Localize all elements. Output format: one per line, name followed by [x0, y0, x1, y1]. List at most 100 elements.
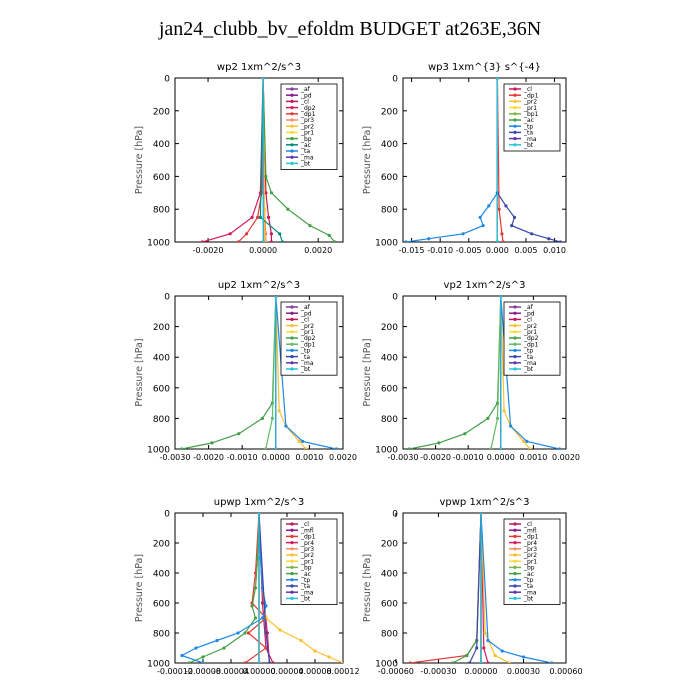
series-group	[408, 513, 554, 663]
legend-label: _cl	[523, 86, 532, 93]
legend-marker	[290, 584, 294, 588]
figure-title: jan24_clubb_bv_efoldm BUDGET at263E,36N	[158, 18, 542, 40]
legend-label: _pr3	[300, 117, 314, 124]
legend-marker	[513, 106, 517, 110]
legend-label: _dp1	[523, 341, 539, 348]
data-point	[327, 655, 331, 659]
legend-marker	[513, 330, 517, 334]
legend-label: _ma	[300, 589, 314, 596]
legend-marker	[513, 553, 517, 557]
data-point	[500, 232, 504, 236]
legend-marker	[513, 130, 517, 134]
data-point	[465, 653, 469, 658]
y-tick-label: 1000	[147, 239, 170, 249]
legend-label: _bt	[300, 366, 311, 373]
data-point	[264, 447, 268, 449]
x-tick-label: 0.0000	[487, 453, 515, 462]
x-tick-label: -0.00060	[378, 667, 414, 676]
data-point	[487, 204, 491, 208]
legend-marker	[513, 565, 517, 570]
legend-label: _pr1	[300, 130, 314, 137]
legend-label: _mfl	[300, 527, 314, 534]
data-point	[501, 240, 505, 242]
legend-marker	[513, 578, 517, 582]
data-point	[264, 646, 268, 650]
data-point	[500, 649, 504, 653]
legend-marker	[290, 596, 294, 601]
data-point	[486, 661, 490, 663]
data-point	[260, 416, 264, 420]
x-tick-label: 0.0000	[249, 246, 277, 255]
y-tick-label: 200	[153, 323, 170, 333]
legend-label: _dp2	[523, 335, 539, 342]
legend-label: _pr1	[300, 329, 314, 336]
legend-marker	[290, 155, 294, 159]
y-tick-label: 0	[392, 510, 398, 520]
data-point	[482, 646, 486, 650]
legend-label: _ac	[300, 142, 311, 149]
legend-marker	[513, 324, 517, 328]
legend-label: _cl	[300, 521, 309, 528]
legend-marker	[513, 336, 517, 340]
legend-marker	[513, 305, 517, 309]
y-tick-label: 0	[392, 293, 398, 303]
x-tick-label: -0.0030	[160, 453, 191, 462]
legend-label: _pr1	[300, 558, 314, 565]
legend-label: _dp1	[523, 534, 539, 541]
panel-title: up2 1xm^2/s^3	[218, 280, 300, 291]
data-point	[277, 409, 281, 413]
legend-marker	[290, 305, 294, 309]
legend-marker	[290, 130, 294, 134]
legend-label: _bp	[300, 565, 312, 572]
data-point	[408, 661, 412, 663]
legend-marker	[290, 311, 294, 315]
data-point	[341, 661, 343, 663]
data-point	[499, 447, 503, 449]
legend-label: _pr4	[300, 540, 314, 547]
legend-label: _ma	[523, 136, 537, 143]
legend-marker	[290, 149, 294, 153]
y-axis-label: Pressure [hPa]	[362, 338, 373, 406]
legend-label: _pr3	[300, 546, 314, 553]
y-tick-label: 400	[153, 354, 170, 364]
data-point	[269, 232, 273, 236]
data-point	[245, 232, 249, 236]
y-tick-label: 600	[381, 600, 398, 610]
data-point	[489, 447, 493, 449]
legend-marker	[290, 161, 294, 165]
data-point	[497, 207, 501, 211]
data-point	[499, 296, 503, 298]
x-tick-label: 0.00000	[242, 667, 275, 676]
data-point	[264, 631, 268, 635]
data-point	[461, 232, 465, 236]
data-point	[463, 432, 467, 436]
legend-label: _ta	[523, 583, 533, 590]
y-tick-label: 600	[381, 384, 398, 394]
series-line-tp	[405, 78, 498, 242]
panel-title: vpwp 1xm^2/s^3	[439, 497, 529, 508]
data-point	[253, 616, 258, 620]
data-point	[264, 604, 268, 608]
data-point	[201, 661, 205, 663]
legend-marker	[290, 528, 294, 532]
legend-marker	[513, 584, 517, 588]
legend-marker	[513, 311, 517, 315]
legend-marker	[513, 99, 517, 103]
x-tick-label: 0.005	[515, 246, 538, 255]
legend-label: _cl	[523, 317, 532, 324]
y-tick-label: 400	[381, 140, 398, 150]
y-tick-label: 1000	[147, 446, 170, 456]
data-point	[507, 661, 511, 663]
x-tick-label: -0.0020	[193, 246, 224, 255]
y-tick-label: 800	[153, 415, 170, 425]
legend-label: _ma	[300, 360, 314, 367]
legend-marker	[290, 355, 294, 359]
y-tick-label: 600	[153, 173, 170, 183]
data-point	[222, 646, 226, 650]
data-point	[504, 204, 508, 208]
data-point	[483, 631, 487, 635]
series-line-dp1	[496, 78, 504, 242]
data-point	[257, 513, 261, 515]
data-point	[478, 215, 482, 219]
x-tick-label: 0.00008	[298, 667, 331, 676]
